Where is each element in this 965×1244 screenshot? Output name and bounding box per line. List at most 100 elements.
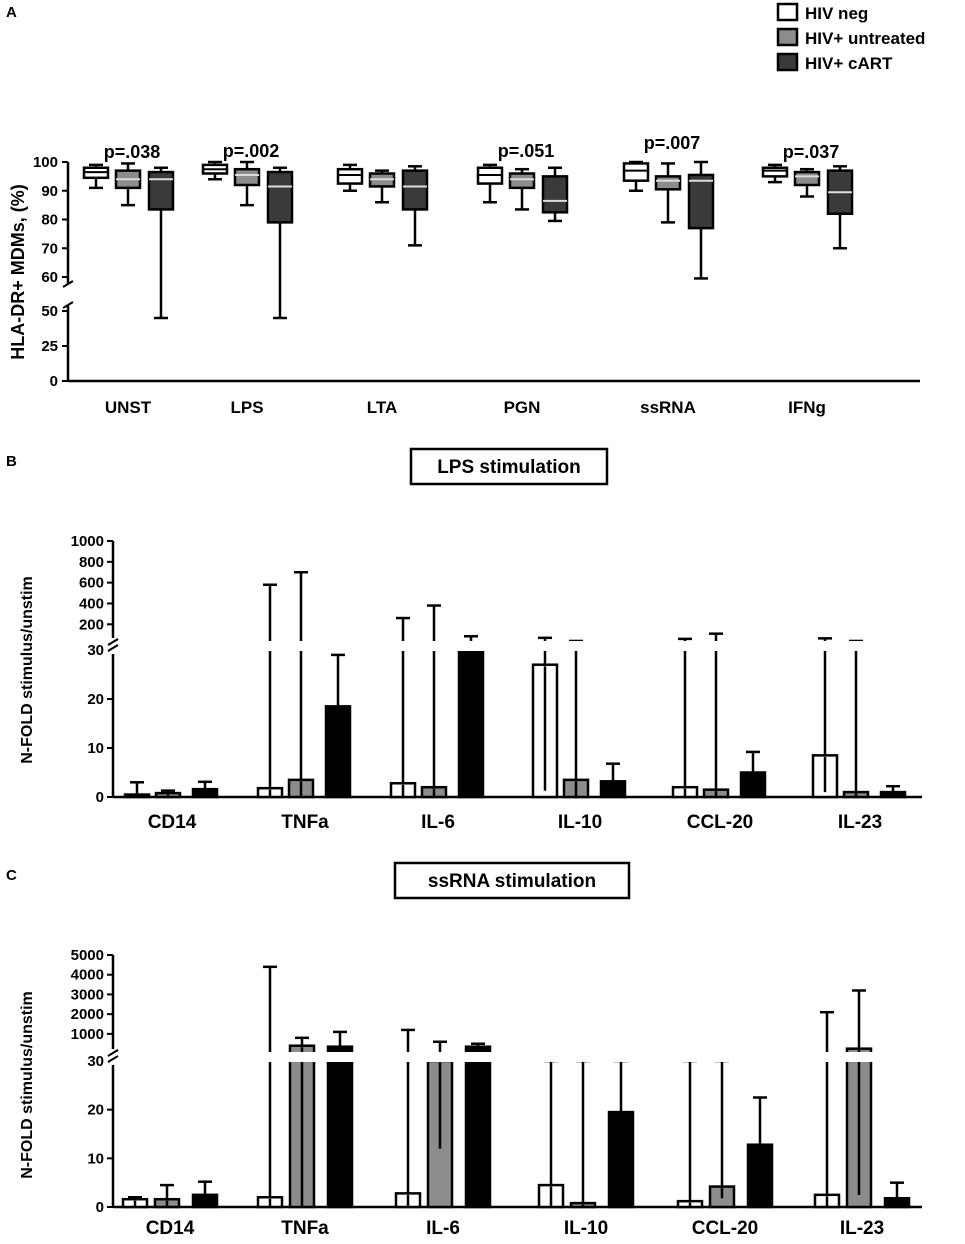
panel-a-box-1-1 (233, 160, 261, 207)
panelC-y-tick-label: 2000 (71, 1006, 104, 1023)
panelC-bar-4-0 (676, 1059, 704, 1209)
legend: HIV neg HIV+ untreated HIV+ cART (776, 2, 925, 73)
panelC-bar-5-1 (845, 989, 873, 1209)
panelB-y-tick-label: 10 (87, 740, 104, 757)
panel-c-title: ssRNA stimulation (428, 871, 596, 892)
panel-b-barchart: LPS stimulation N-FOLD stimulus/unstim 0… (19, 447, 922, 833)
panel-c-barchart: ssRNA stimulation N-FOLD stimulus/unstim… (19, 861, 922, 1239)
panel-a-box-1-0 (201, 160, 229, 181)
panel-a-category-label: IFNg (788, 398, 826, 417)
panelC-bar-4-1 (708, 1059, 736, 1209)
box-body (336, 167, 364, 185)
box-body (761, 166, 789, 178)
panelB-y-tick-label: 30 (87, 642, 104, 659)
panelB-y-tick-label: 20 (87, 691, 104, 708)
panel-a-box-5-2 (826, 165, 854, 250)
panel-a-category-label: UNST (105, 398, 152, 417)
legend-swatch-hiv-untreated (776, 27, 799, 47)
box-body (622, 162, 650, 182)
bar (457, 648, 485, 799)
panel-a-y-tick-label: 90 (41, 183, 58, 200)
panel-a-pvalue: p=.007 (644, 133, 701, 153)
panel-a-pvalue: p=.037 (783, 142, 840, 162)
panelB-y-tick-label: 600 (79, 575, 104, 592)
panelB-y-tick-label: 0 (96, 789, 104, 806)
panelC-bar-3-1 (569, 1059, 597, 1209)
panelB-bar-3-0 (531, 636, 559, 799)
panelC-y-tick-label: 20 (87, 1102, 104, 1119)
panel-c-title-box (393, 861, 631, 900)
panel-c-ylabel: N-FOLD stimulus/unstim (19, 991, 36, 1179)
panelB-axis-break-mark (107, 638, 119, 646)
panelB-bar-3-2 (599, 762, 627, 799)
panel-a-box-2-0 (336, 163, 364, 192)
panelC-bar-2-2 (464, 1042, 492, 1209)
panelC-y-tick-label: 10 (87, 1150, 104, 1167)
panelB-axis-break-mark (107, 644, 119, 652)
panelB-bar-4-2 (739, 750, 767, 799)
panel-a-y-tick-label: 0 (50, 373, 58, 390)
panel-a-y-tick-label: 100 (33, 154, 58, 171)
panel-a-box-4-2 (687, 160, 715, 280)
panelC-y-tick-label: 30 (87, 1053, 104, 1070)
panel-a-category-label: LPS (230, 398, 263, 417)
legend-swatch-hiv-neg (776, 2, 799, 22)
panelC-y-tick-label: 5000 (71, 947, 104, 964)
panelC-category-label: TNFa (281, 1218, 329, 1239)
panelC-y-tick-label: 1000 (71, 1026, 104, 1043)
box-body (266, 170, 294, 224)
panelB-bar-1-0 (256, 583, 284, 799)
box-body (654, 175, 682, 191)
panelC-bar-5-2 (883, 1181, 911, 1209)
panelC-category-label: CD14 (146, 1218, 195, 1239)
panel-a-pvalue: p=.038 (104, 142, 161, 162)
panel-a-box-2-1 (368, 169, 396, 204)
panelC-bar-1-1 (288, 1036, 316, 1209)
panelC-axis-break-mark (107, 1055, 119, 1063)
panelB-bar-2-0 (389, 616, 417, 799)
panelB-category-label: CCL-20 (687, 812, 754, 833)
bar (883, 1196, 911, 1209)
panelB-bar-0-2 (191, 780, 219, 799)
panelB-y-tick-label: 1000 (71, 533, 104, 550)
panel-a-y-tick-label: 50 (41, 303, 58, 320)
box-body (687, 173, 715, 230)
panel-a-box-3-0 (476, 163, 504, 204)
panel-label-b: B (6, 453, 17, 470)
panelB-category-label: TNFa (281, 812, 329, 833)
panelC-y-tick-label: 0 (96, 1199, 104, 1216)
panelC-y-tick-label: 4000 (71, 967, 104, 984)
panelC-y-tick-label: 3000 (71, 986, 104, 1003)
panel-a-category-label: ssRNA (640, 398, 696, 417)
panelC-axis-break-mark (107, 1049, 119, 1057)
panelC-bar-0-1 (153, 1183, 181, 1209)
panelC-bar-5-0 (813, 1010, 841, 1209)
panelB-y-tick-label: 400 (79, 595, 104, 612)
panelC-category-label: CCL-20 (692, 1218, 759, 1239)
legend-swatch-hiv-cart (776, 52, 799, 72)
box-body (233, 167, 261, 187)
panelB-bar-3-1 (562, 639, 590, 799)
panel-a-axis-break-mark (62, 301, 74, 309)
panelB-category-label: IL-10 (558, 812, 602, 833)
panel-a-category-label: PGN (504, 398, 541, 417)
panel-a-ylabel: HLA-DR+ MDMs, (%) (8, 184, 28, 360)
panel-a-box-0-1 (114, 162, 142, 207)
panel-b-ylabel: N-FOLD stimulus/unstim (19, 576, 36, 764)
bar (746, 1143, 774, 1209)
panel-a-box-3-2 (541, 166, 569, 223)
panelC-category-label: IL-6 (426, 1218, 460, 1239)
panelC-bar-0-0 (121, 1196, 149, 1209)
panelC-bar-1-0 (256, 965, 284, 1209)
panelB-y-tick-label: 200 (79, 616, 104, 633)
panel-a-y-tick-label: 80 (41, 212, 58, 229)
panelC-bar-2-1 (426, 1040, 454, 1209)
panelB-break-gap (105, 641, 922, 651)
panelB-category-label: IL-23 (838, 812, 882, 833)
panel-a-y-tick-label: 60 (41, 269, 58, 286)
panel-a-box-5-1 (793, 167, 821, 198)
panelB-bar-5-2 (879, 784, 907, 799)
bar (879, 790, 907, 799)
box-body (541, 175, 569, 214)
panelB-category-label: CD14 (148, 812, 197, 833)
